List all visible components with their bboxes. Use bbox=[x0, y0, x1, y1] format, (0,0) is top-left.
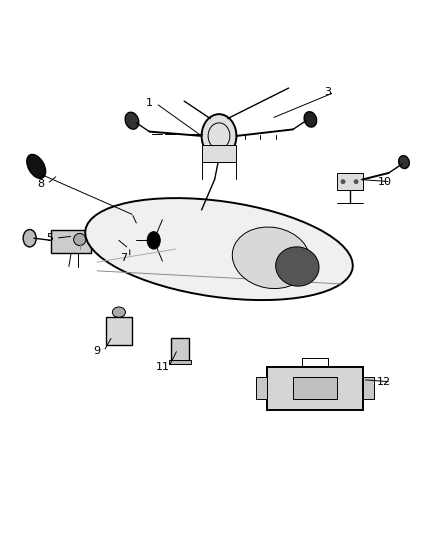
Bar bbox=[267, 367, 363, 410]
Text: 8: 8 bbox=[37, 179, 44, 189]
Ellipse shape bbox=[304, 112, 317, 127]
Bar bbox=[363, 377, 374, 399]
Ellipse shape bbox=[113, 307, 125, 318]
Bar bbox=[171, 338, 188, 362]
Ellipse shape bbox=[74, 233, 86, 246]
Bar bbox=[106, 317, 132, 345]
Text: 12: 12 bbox=[377, 377, 392, 387]
Ellipse shape bbox=[366, 386, 371, 391]
Circle shape bbox=[341, 180, 345, 183]
Ellipse shape bbox=[147, 232, 160, 249]
Text: 1: 1 bbox=[146, 98, 153, 108]
Circle shape bbox=[129, 211, 135, 217]
Ellipse shape bbox=[144, 231, 163, 250]
Text: 10: 10 bbox=[378, 176, 392, 187]
Bar bbox=[201, 144, 237, 162]
Ellipse shape bbox=[27, 155, 46, 179]
Circle shape bbox=[354, 180, 358, 183]
Bar bbox=[336, 173, 363, 190]
Text: 5: 5 bbox=[46, 233, 53, 243]
Bar bbox=[51, 230, 91, 254]
Ellipse shape bbox=[276, 247, 319, 286]
Ellipse shape bbox=[23, 230, 36, 247]
Ellipse shape bbox=[119, 201, 189, 279]
Ellipse shape bbox=[127, 241, 137, 252]
Ellipse shape bbox=[399, 156, 409, 168]
Text: 11: 11 bbox=[155, 361, 170, 372]
Ellipse shape bbox=[125, 112, 139, 129]
Bar bbox=[169, 360, 191, 365]
Ellipse shape bbox=[85, 198, 353, 300]
Ellipse shape bbox=[201, 114, 237, 158]
Text: 3: 3 bbox=[324, 87, 331, 98]
Bar bbox=[256, 377, 267, 399]
Text: 9: 9 bbox=[94, 346, 101, 357]
Text: 7: 7 bbox=[120, 253, 127, 263]
Bar bbox=[293, 377, 336, 399]
Ellipse shape bbox=[258, 386, 264, 391]
Ellipse shape bbox=[232, 227, 310, 288]
